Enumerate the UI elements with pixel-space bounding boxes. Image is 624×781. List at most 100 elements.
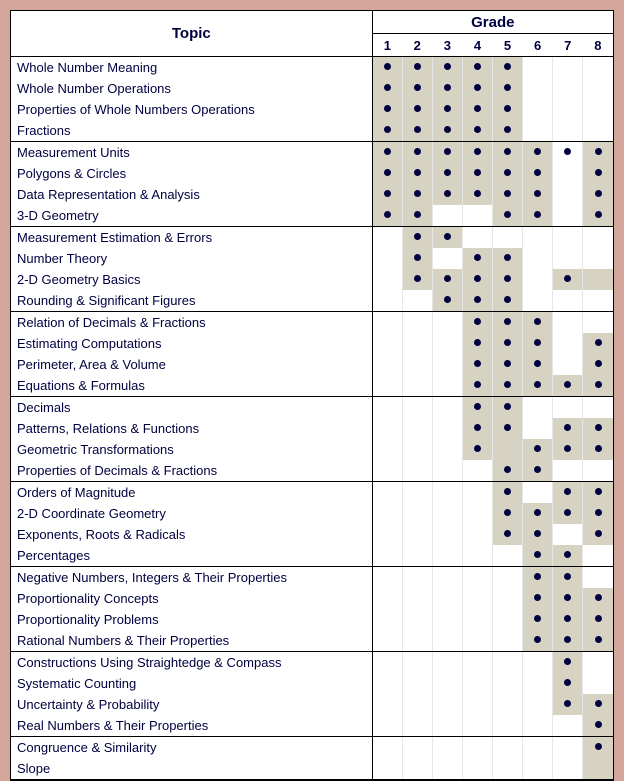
dot-icon bbox=[564, 275, 571, 282]
grade-cell bbox=[462, 715, 492, 737]
table-row: Orders of Magnitude bbox=[11, 482, 613, 504]
grade-cell bbox=[583, 439, 613, 460]
grade-cell bbox=[583, 524, 613, 545]
grade-cell bbox=[372, 227, 402, 249]
header-grade-col: 8 bbox=[583, 34, 613, 57]
dot-icon bbox=[384, 126, 391, 133]
grade-cell bbox=[493, 184, 523, 205]
dot-icon bbox=[564, 551, 571, 558]
grade-cell bbox=[462, 567, 492, 589]
dot-icon bbox=[534, 466, 541, 473]
grade-cell bbox=[432, 673, 462, 694]
grade-cell bbox=[523, 312, 553, 334]
grade-cell bbox=[372, 482, 402, 504]
grade-cell bbox=[402, 163, 432, 184]
header-grade-col: 2 bbox=[402, 34, 432, 57]
dot-icon bbox=[504, 211, 511, 218]
topic-cell: Perimeter, Area & Volume bbox=[11, 354, 372, 375]
grade-cell bbox=[493, 524, 523, 545]
grade-cell bbox=[493, 737, 523, 759]
header-grade-col: 7 bbox=[553, 34, 583, 57]
table-row: Geometric Transformations bbox=[11, 439, 613, 460]
grade-cell bbox=[402, 567, 432, 589]
grade-cell bbox=[493, 694, 523, 715]
dot-icon bbox=[504, 190, 511, 197]
dot-icon bbox=[504, 488, 511, 495]
header-grade-col: 5 bbox=[493, 34, 523, 57]
grade-cell bbox=[523, 524, 553, 545]
grade-cell bbox=[553, 482, 583, 504]
grade-cell bbox=[493, 503, 523, 524]
table-row: Relation of Decimals & Fractions bbox=[11, 312, 613, 334]
dot-icon bbox=[564, 636, 571, 643]
dot-icon bbox=[504, 275, 511, 282]
grade-cell bbox=[523, 630, 553, 652]
grade-cell bbox=[583, 99, 613, 120]
dot-icon bbox=[504, 169, 511, 176]
grade-cell bbox=[493, 142, 523, 164]
grade-cell bbox=[372, 524, 402, 545]
table-row: Exponents, Roots & Radicals bbox=[11, 524, 613, 545]
grade-cell bbox=[402, 227, 432, 249]
grade-cell bbox=[432, 227, 462, 249]
grade-cell bbox=[402, 248, 432, 269]
dot-icon bbox=[564, 445, 571, 452]
grade-cell bbox=[523, 418, 553, 439]
table-row: Measurement Estimation & Errors bbox=[11, 227, 613, 249]
grade-cell bbox=[432, 758, 462, 780]
grade-cell bbox=[523, 588, 553, 609]
grade-cell bbox=[583, 375, 613, 397]
topic-cell: Whole Number Meaning bbox=[11, 57, 372, 79]
grade-cell bbox=[493, 609, 523, 630]
grade-cell bbox=[523, 290, 553, 312]
grade-cell bbox=[553, 524, 583, 545]
grade-cell bbox=[523, 248, 553, 269]
grade-cell bbox=[432, 57, 462, 79]
dot-icon bbox=[564, 700, 571, 707]
topic-cell: Measurement Units bbox=[11, 142, 372, 164]
grade-cell bbox=[372, 57, 402, 79]
grade-cell bbox=[523, 397, 553, 419]
topic-cell: Uncertainty & Probability bbox=[11, 694, 372, 715]
grade-cell bbox=[462, 460, 492, 482]
dot-icon bbox=[384, 84, 391, 91]
table-row: Properties of Decimals & Fractions bbox=[11, 460, 613, 482]
grade-cell bbox=[432, 397, 462, 419]
dot-icon bbox=[504, 84, 511, 91]
dot-icon bbox=[534, 190, 541, 197]
topic-cell: Decimals bbox=[11, 397, 372, 419]
dot-icon bbox=[595, 509, 602, 516]
topic-cell: Number Theory bbox=[11, 248, 372, 269]
grade-cell bbox=[493, 673, 523, 694]
grade-cell bbox=[523, 184, 553, 205]
grade-cell bbox=[553, 142, 583, 164]
dot-icon bbox=[474, 105, 481, 112]
grade-cell bbox=[432, 99, 462, 120]
grade-cell bbox=[553, 99, 583, 120]
grade-cell bbox=[372, 269, 402, 290]
grade-cell bbox=[493, 715, 523, 737]
grade-cell bbox=[583, 652, 613, 674]
header-grade-col: 3 bbox=[432, 34, 462, 57]
grade-cell bbox=[462, 588, 492, 609]
header-topic: Topic bbox=[11, 11, 372, 57]
topic-cell: Equations & Formulas bbox=[11, 375, 372, 397]
grade-cell bbox=[553, 397, 583, 419]
grade-cell bbox=[583, 333, 613, 354]
dot-icon bbox=[595, 488, 602, 495]
dot-icon bbox=[474, 424, 481, 431]
grade-cell bbox=[583, 312, 613, 334]
grade-cell bbox=[432, 333, 462, 354]
dot-icon bbox=[595, 211, 602, 218]
grade-cell bbox=[462, 269, 492, 290]
grade-cell bbox=[432, 524, 462, 545]
topic-cell: Slope bbox=[11, 758, 372, 780]
table-row: Polygons & Circles bbox=[11, 163, 613, 184]
grade-cell bbox=[432, 142, 462, 164]
grade-cell bbox=[432, 630, 462, 652]
grade-cell bbox=[462, 397, 492, 419]
grade-cell bbox=[523, 715, 553, 737]
grade-cell bbox=[402, 715, 432, 737]
grade-cell bbox=[493, 227, 523, 249]
topic-cell: Proportionality Problems bbox=[11, 609, 372, 630]
